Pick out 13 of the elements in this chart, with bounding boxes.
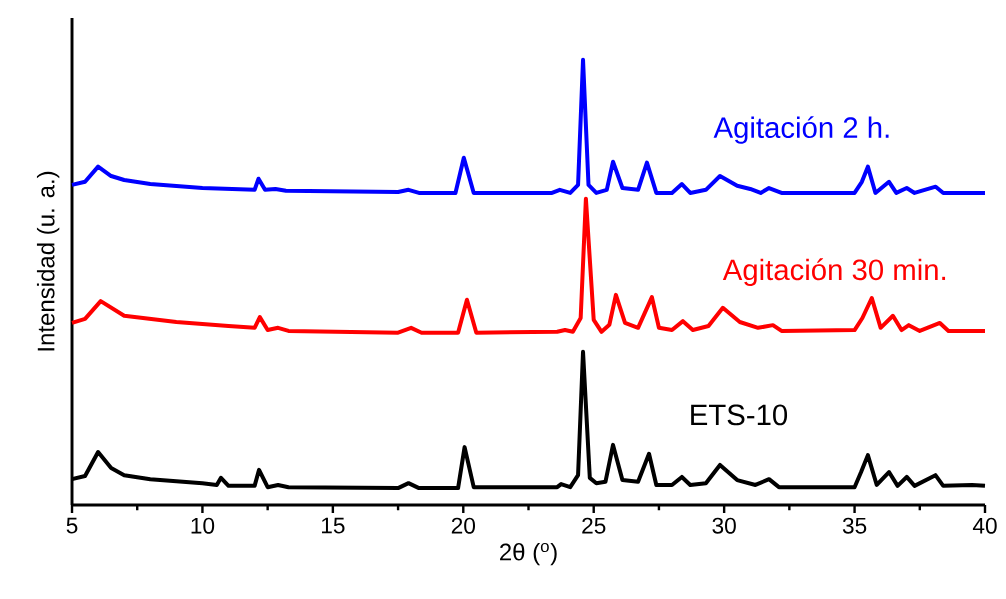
x-tick-label: 15	[321, 517, 345, 534]
x-axis-title: 2θ ($^{o}$)	[500, 542, 557, 566]
x-tick-label: 40	[972, 517, 997, 534]
x-tick-label: 35	[842, 517, 867, 534]
x-tick-label: 10	[191, 517, 215, 534]
x-tick-label: 30	[712, 517, 736, 534]
series-label: ETS-10	[691, 404, 788, 426]
series-label: Agitación 30 min.	[722, 258, 946, 287]
x-tick-label: 5	[66, 517, 78, 534]
y-axis-title: Intensidad (u. a.)	[36, 171, 60, 351]
series-label: Agitación 2 h.	[713, 116, 889, 144]
x-tick-label: 25	[582, 517, 606, 534]
x-tick-label: 20	[451, 517, 476, 534]
